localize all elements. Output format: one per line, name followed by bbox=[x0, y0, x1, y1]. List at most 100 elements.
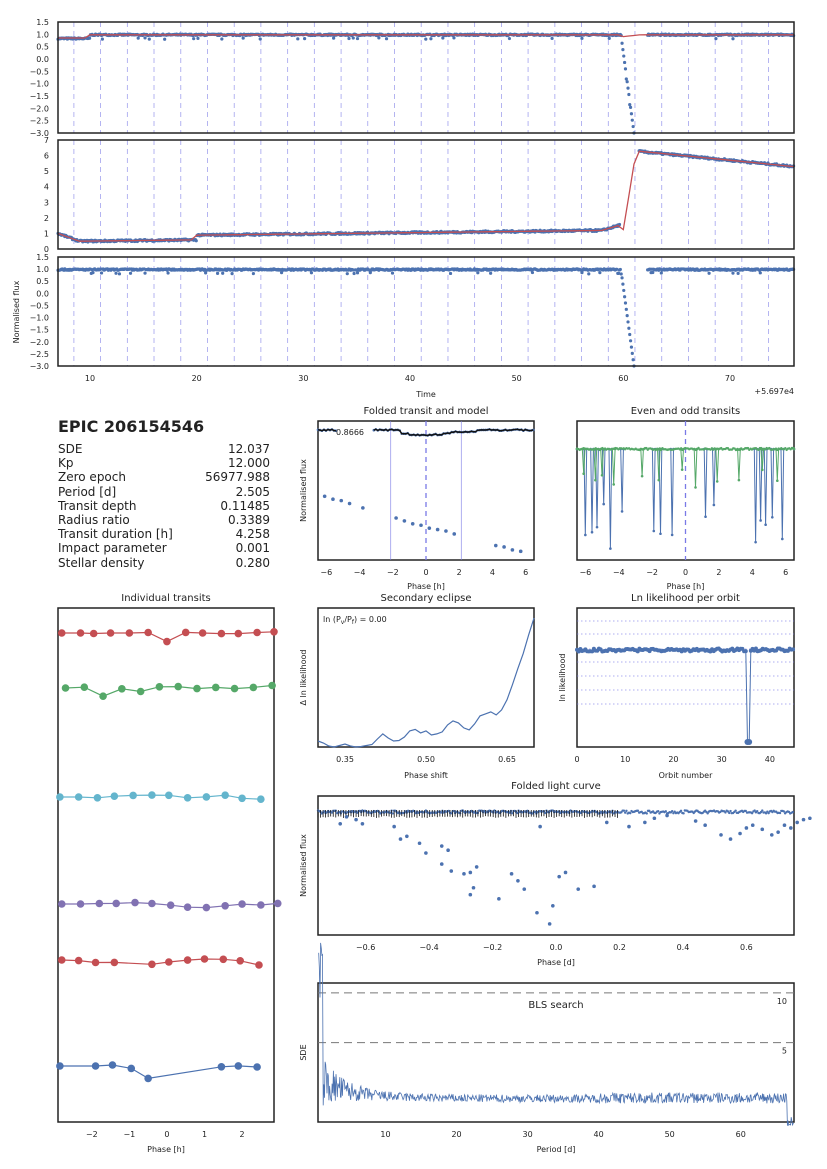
series-point bbox=[144, 1074, 152, 1083]
x-axis-title: Time bbox=[415, 390, 436, 399]
flux-point bbox=[352, 271, 356, 276]
stat-label: Period [d] bbox=[58, 484, 117, 499]
series-point bbox=[61, 684, 70, 692]
folded-point bbox=[592, 884, 596, 889]
series-point bbox=[174, 682, 183, 691]
stat-label: Transit depth bbox=[58, 498, 137, 513]
x-tick-label: 40 bbox=[405, 374, 415, 383]
series-point bbox=[80, 683, 89, 691]
folded-point bbox=[509, 872, 514, 876]
x-axis-title: Phase [h] bbox=[147, 1145, 185, 1154]
stat-value: 56977.988 bbox=[205, 470, 270, 485]
flux-point bbox=[628, 103, 632, 107]
flux-point bbox=[587, 272, 591, 276]
baseline-point bbox=[533, 810, 537, 814]
baseline-point bbox=[656, 809, 660, 813]
flux-point bbox=[625, 314, 629, 318]
baseline-point bbox=[636, 809, 640, 812]
baseline-point bbox=[784, 446, 787, 450]
flux-point bbox=[598, 270, 602, 275]
folded-point bbox=[693, 819, 698, 823]
transit-point bbox=[444, 529, 448, 533]
x-axis-title: Period [d] bbox=[537, 1145, 576, 1154]
offset-label: +5.697e4 bbox=[754, 387, 794, 396]
y-tick-label: −2.0 bbox=[30, 104, 49, 113]
folded-point bbox=[604, 820, 609, 825]
y-tick-label: 4 bbox=[44, 183, 49, 192]
x-axis-title: Phase [d] bbox=[537, 958, 575, 967]
model-line bbox=[57, 150, 795, 242]
baseline-points bbox=[575, 446, 795, 452]
series-point bbox=[257, 795, 265, 803]
folded-lc-panel: Folded light curve Phase [d] Normalised fl… bbox=[299, 781, 812, 967]
baseline-point bbox=[679, 447, 683, 450]
flux-point bbox=[626, 86, 630, 90]
x-axis-title: Orbit number bbox=[659, 771, 714, 780]
flux-point bbox=[630, 351, 634, 356]
flux-point bbox=[136, 36, 140, 40]
flux-point bbox=[355, 271, 360, 275]
flux-point bbox=[624, 307, 628, 311]
y-tick-label: −0.5 bbox=[30, 301, 49, 310]
baseline-point bbox=[391, 812, 395, 815]
panel-frame bbox=[57, 139, 795, 250]
series-point bbox=[91, 1062, 100, 1070]
transit-point bbox=[510, 548, 515, 552]
series-point bbox=[257, 901, 265, 909]
folded-point bbox=[782, 823, 787, 827]
baseline-point bbox=[330, 811, 334, 814]
flux-point bbox=[629, 112, 634, 116]
transit-point bbox=[694, 486, 697, 489]
x-tick-label: 4 bbox=[490, 568, 495, 577]
baseline-point bbox=[623, 811, 627, 814]
baseline-point bbox=[744, 809, 747, 813]
y-tick-label: 3 bbox=[44, 198, 49, 207]
folded-point bbox=[789, 826, 793, 830]
panel-frame bbox=[317, 607, 535, 748]
folded-point bbox=[795, 820, 799, 825]
baseline-point bbox=[724, 811, 727, 814]
x-tick-label: 40 bbox=[594, 1130, 604, 1139]
flux-point bbox=[355, 36, 360, 41]
x-tick-label: 70 bbox=[725, 374, 735, 383]
series-point bbox=[217, 629, 226, 638]
baseline-point bbox=[629, 811, 632, 815]
flux-point bbox=[626, 320, 630, 324]
panel-frame bbox=[57, 607, 275, 1123]
folded-point bbox=[738, 831, 742, 836]
secondary-eclipse-panel: Secondary eclipse Phase shift Δ ln likelih… bbox=[299, 593, 535, 780]
x-tick-label: 0 bbox=[423, 568, 428, 577]
x-tick-label: −0.6 bbox=[356, 943, 375, 952]
even-odd-panel: Even and odd transits Phase [h] −6 −4 −2 0 2 4 6 bbox=[575, 406, 796, 591]
series-point bbox=[110, 958, 119, 967]
folded-point bbox=[728, 837, 733, 841]
baseline-point bbox=[746, 446, 750, 450]
stat-row-stellar-density: Stellar density 0.280 bbox=[58, 556, 270, 570]
flux-point bbox=[345, 272, 349, 276]
folded-point bbox=[360, 822, 365, 826]
y-axis-title: Normalised flux bbox=[299, 834, 308, 897]
y-axis-title: Δ ln likelihood bbox=[299, 650, 308, 706]
depth-annotation: 0.8666 bbox=[336, 428, 364, 437]
y-axis-title: Normalised flux bbox=[12, 280, 21, 343]
transit-point bbox=[781, 537, 784, 541]
y-axis-title: SDE bbox=[299, 1044, 308, 1060]
stat-row-zero-epoch: Zero epoch 56977.988 bbox=[58, 470, 270, 484]
series-point bbox=[268, 681, 276, 690]
x-tick-label: 0.65 bbox=[498, 755, 516, 764]
transit-point bbox=[712, 503, 716, 507]
folded-point bbox=[424, 851, 428, 855]
series-point bbox=[238, 794, 246, 803]
transit-point bbox=[410, 522, 415, 526]
flux-point bbox=[550, 36, 554, 41]
flux-point bbox=[758, 271, 762, 275]
panel-frame bbox=[57, 256, 795, 367]
stat-row-transit-depth: Transit depth 0.11485 bbox=[58, 499, 270, 513]
x-tick-label: 10 bbox=[85, 374, 95, 383]
y-tick-label: −1.5 bbox=[30, 92, 49, 101]
stat-label: Transit duration [h] bbox=[58, 527, 173, 542]
transit-point bbox=[640, 474, 644, 478]
flux-point bbox=[623, 60, 627, 65]
flux-point bbox=[621, 282, 625, 286]
panel-frame bbox=[576, 607, 795, 748]
